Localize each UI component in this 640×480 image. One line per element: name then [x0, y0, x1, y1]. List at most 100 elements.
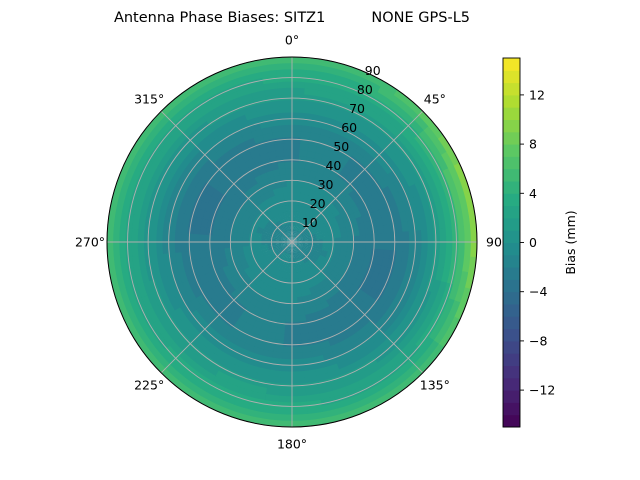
bias-cell [225, 375, 243, 388]
bias-cell [301, 199, 308, 208]
colorbar-level [503, 119, 520, 133]
bias-cell [315, 246, 323, 251]
bias-cell [341, 375, 359, 388]
bias-cell [270, 124, 283, 133]
bias-cell [250, 254, 259, 261]
bias-cell [365, 234, 373, 243]
bias-cell [198, 233, 207, 243]
bias-cell [229, 343, 244, 355]
bias-cell [350, 337, 364, 350]
bias-cell [374, 333, 389, 347]
bias-cell [297, 224, 302, 232]
bias-cell [437, 254, 447, 270]
bias-cell [198, 73, 218, 88]
bias-cell [375, 217, 384, 228]
bias-cell [443, 213, 453, 230]
bias-cell [256, 252, 265, 259]
bias-cell [289, 210, 293, 218]
bias-cell [217, 247, 226, 256]
bias-cell [267, 233, 275, 238]
bias-cell [277, 220, 283, 227]
bias-cell [307, 144, 319, 153]
bias-cell [245, 157, 256, 168]
bias-cell [294, 272, 299, 280]
bias-cell [181, 191, 192, 205]
bias-cell [285, 247, 290, 254]
bias-cell [261, 405, 279, 415]
bias-cell [274, 143, 285, 151]
bias-cell [315, 231, 323, 236]
bias-cell [270, 281, 278, 290]
bias-cell [286, 247, 290, 255]
bias-cell [335, 113, 351, 125]
bias-cell [266, 196, 274, 205]
bias-cell [291, 93, 306, 101]
bias-cell [231, 107, 247, 120]
bias-cell [136, 186, 148, 203]
bias-cell [235, 140, 249, 152]
bias-cell [308, 248, 316, 253]
bias-cell [337, 409, 357, 422]
bias-cell [291, 185, 298, 193]
bias-cell [226, 123, 241, 136]
bias-cell [295, 278, 300, 286]
bias-cell [396, 231, 404, 243]
bias-cell [281, 130, 293, 138]
bias-cell [302, 263, 308, 271]
bias-cell [223, 118, 238, 131]
bias-cell [297, 236, 305, 240]
bias-cell [203, 146, 218, 160]
bias-cell [257, 223, 266, 230]
bias-cell [158, 348, 175, 366]
bias-cell [125, 255, 135, 272]
bias-cell [401, 251, 410, 264]
bias-cell [398, 359, 416, 376]
bias-cell [289, 248, 292, 255]
bias-cell [279, 364, 293, 373]
bias-cell [262, 399, 279, 409]
bias-cell [333, 353, 348, 365]
bias-cell [213, 123, 228, 137]
bias-cell [316, 236, 324, 240]
bias-cell [218, 253, 227, 262]
bias-cell [304, 243, 312, 246]
bias-cell [300, 289, 307, 298]
bias-cell [341, 236, 349, 243]
bias-cell [291, 99, 306, 107]
bias-cell [181, 259, 191, 272]
bias-cell [272, 224, 279, 231]
bias-cell [281, 218, 286, 226]
colorbar-level [503, 107, 520, 120]
bias-cell [178, 303, 192, 318]
bias-cell [195, 137, 210, 151]
bias-cell [272, 168, 281, 177]
bias-cell [184, 387, 204, 404]
bias-cell [267, 211, 275, 219]
colorbar-level [503, 328, 520, 342]
bias-cell [274, 233, 281, 238]
bias-cell [358, 247, 367, 256]
bias-cell [295, 231, 301, 238]
bias-cell [192, 241, 200, 252]
bias-cell [289, 242, 292, 249]
bias-cell [353, 241, 361, 249]
bias-cell [470, 241, 477, 260]
bias-cell [217, 392, 236, 406]
bias-cell [435, 311, 450, 330]
bias-cell [117, 302, 131, 322]
bias-cell [386, 277, 398, 290]
bias-cell [350, 134, 364, 147]
bias-cell [275, 62, 293, 71]
bias-cell [152, 318, 167, 335]
bias-cell [380, 387, 400, 404]
bias-cell [265, 144, 277, 153]
bias-cell [131, 254, 141, 271]
bias-cell [112, 287, 125, 307]
bias-cell [234, 392, 252, 404]
azimuth-spoke [291, 241, 424, 374]
bias-cell [359, 352, 375, 366]
bias-cell [273, 236, 281, 240]
bias-cell [409, 137, 425, 155]
bias-cell [201, 391, 220, 406]
bias-cell [268, 248, 276, 253]
